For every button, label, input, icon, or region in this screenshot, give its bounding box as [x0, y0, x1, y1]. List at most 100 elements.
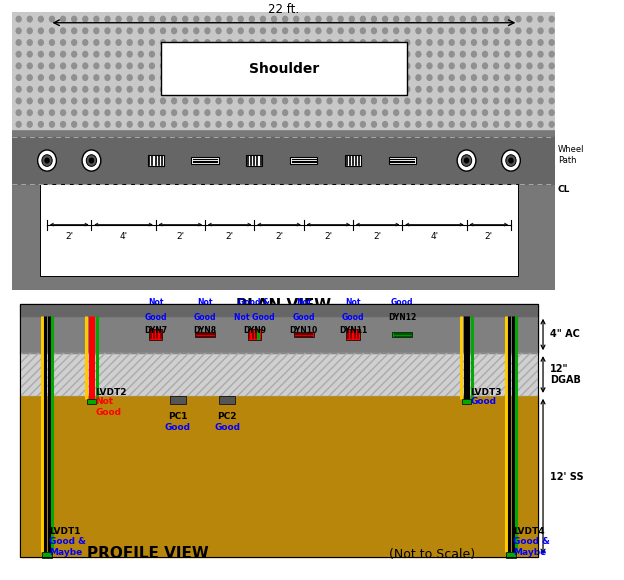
- Circle shape: [216, 86, 221, 92]
- Circle shape: [316, 86, 321, 92]
- Circle shape: [89, 158, 94, 163]
- Circle shape: [349, 63, 354, 68]
- Circle shape: [227, 16, 232, 22]
- Circle shape: [549, 110, 554, 115]
- Circle shape: [427, 86, 432, 92]
- Circle shape: [349, 122, 354, 127]
- Circle shape: [494, 86, 499, 92]
- Circle shape: [116, 39, 121, 45]
- Circle shape: [383, 75, 388, 81]
- Circle shape: [349, 52, 354, 57]
- Circle shape: [416, 98, 421, 104]
- Text: Good &: Good &: [49, 537, 86, 546]
- Circle shape: [505, 86, 510, 92]
- Circle shape: [449, 39, 454, 45]
- Circle shape: [194, 39, 199, 45]
- Circle shape: [149, 28, 154, 34]
- Circle shape: [506, 155, 516, 166]
- Circle shape: [238, 122, 243, 127]
- Circle shape: [42, 155, 52, 166]
- Text: Good: Good: [165, 422, 191, 432]
- Bar: [12, 137, 555, 184]
- Circle shape: [327, 63, 332, 68]
- Circle shape: [338, 110, 343, 115]
- Circle shape: [383, 110, 388, 115]
- Circle shape: [194, 16, 199, 22]
- Circle shape: [461, 39, 466, 45]
- Circle shape: [416, 28, 421, 34]
- Circle shape: [438, 98, 443, 104]
- Circle shape: [72, 86, 77, 92]
- Circle shape: [227, 52, 232, 57]
- Circle shape: [405, 122, 410, 127]
- Circle shape: [527, 16, 532, 22]
- Circle shape: [83, 52, 88, 57]
- Circle shape: [294, 122, 299, 127]
- Circle shape: [472, 16, 476, 22]
- Circle shape: [482, 122, 487, 127]
- Circle shape: [271, 28, 276, 34]
- Circle shape: [16, 28, 21, 34]
- Circle shape: [305, 122, 310, 127]
- Circle shape: [238, 75, 243, 81]
- Circle shape: [505, 16, 510, 22]
- Circle shape: [383, 63, 388, 68]
- Circle shape: [405, 86, 410, 92]
- Circle shape: [327, 16, 332, 22]
- Circle shape: [94, 75, 99, 81]
- Circle shape: [305, 39, 310, 45]
- Circle shape: [371, 63, 376, 68]
- Text: Not: Not: [345, 299, 361, 307]
- Circle shape: [283, 52, 288, 57]
- Circle shape: [105, 110, 110, 115]
- Text: Maybe: Maybe: [49, 548, 83, 557]
- Circle shape: [494, 16, 499, 22]
- Circle shape: [139, 75, 144, 81]
- Circle shape: [205, 75, 210, 81]
- Circle shape: [83, 39, 88, 45]
- Circle shape: [94, 39, 99, 45]
- Circle shape: [505, 110, 510, 115]
- Bar: [346, 329, 360, 339]
- Circle shape: [405, 98, 410, 104]
- Circle shape: [472, 86, 476, 92]
- Circle shape: [205, 98, 210, 104]
- Circle shape: [83, 110, 88, 115]
- Circle shape: [149, 86, 154, 92]
- Circle shape: [72, 63, 77, 68]
- Circle shape: [294, 39, 299, 45]
- Circle shape: [338, 16, 343, 22]
- Circle shape: [250, 39, 255, 45]
- Bar: [257, 329, 260, 339]
- Circle shape: [250, 16, 255, 22]
- Circle shape: [39, 52, 43, 57]
- Circle shape: [461, 75, 466, 81]
- Circle shape: [149, 16, 154, 22]
- Circle shape: [16, 52, 21, 57]
- Circle shape: [294, 75, 299, 81]
- Bar: [219, 396, 235, 404]
- Circle shape: [394, 110, 399, 115]
- Circle shape: [371, 122, 376, 127]
- Circle shape: [271, 122, 276, 127]
- Circle shape: [149, 75, 154, 81]
- Circle shape: [538, 98, 543, 104]
- Circle shape: [116, 98, 121, 104]
- Circle shape: [61, 86, 66, 92]
- Circle shape: [61, 16, 66, 22]
- Circle shape: [105, 16, 110, 22]
- Circle shape: [61, 110, 66, 115]
- Circle shape: [49, 75, 54, 81]
- Circle shape: [361, 98, 365, 104]
- Circle shape: [494, 110, 499, 115]
- Circle shape: [83, 63, 88, 68]
- Circle shape: [464, 158, 469, 163]
- Circle shape: [216, 98, 221, 104]
- Circle shape: [45, 158, 49, 163]
- Circle shape: [294, 63, 299, 68]
- Circle shape: [482, 110, 487, 115]
- Circle shape: [438, 110, 443, 115]
- Circle shape: [361, 86, 365, 92]
- Circle shape: [94, 86, 99, 92]
- Circle shape: [183, 122, 188, 127]
